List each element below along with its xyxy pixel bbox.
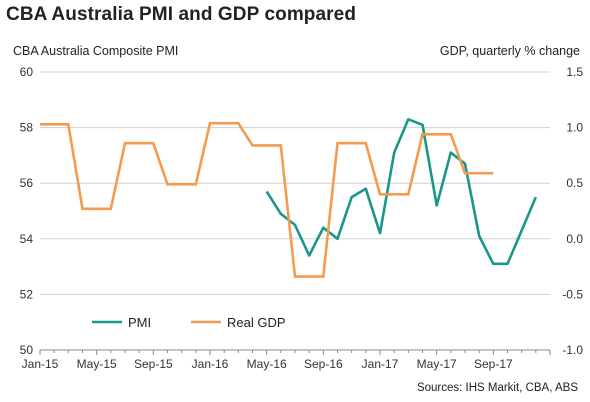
x-tick-label: May-15 — [77, 357, 117, 371]
right-tick-label: -0.5 — [562, 287, 583, 301]
x-axis-ticks: Jan-15 May-15 Sep-15 Jan-16 May-16 Sep-16 Jan-… — [22, 357, 513, 371]
pmi-series-line — [265, 118, 537, 266]
right-tick-label: 1.0 — [566, 121, 583, 135]
left-tick-label: 50 — [20, 343, 34, 357]
x-tick-label: Jan-17 — [362, 357, 399, 371]
x-tick-label: Sep-15 — [134, 357, 173, 371]
axes — [39, 349, 551, 355]
right-tick-label: 1.5 — [566, 65, 583, 79]
x-tick-label: Jan-16 — [192, 357, 229, 371]
x-tick-label: Sep-17 — [474, 357, 513, 371]
x-tick-label: Jan-15 — [22, 357, 59, 371]
series — [40, 118, 537, 278]
x-tick-label: May-16 — [247, 357, 287, 371]
left-tick-label: 54 — [20, 232, 34, 246]
x-tick-label: Sep-16 — [304, 357, 343, 371]
left-tick-label: 52 — [20, 287, 34, 301]
legend-label: PMI — [128, 315, 151, 330]
right-axis-label: GDP, quarterly % change — [439, 44, 580, 58]
chart-title: CBA Australia PMI and GDP compared — [6, 4, 357, 25]
right-tick-label: -1.0 — [562, 343, 583, 357]
source-note: Sources: IHS Markit, CBA, ABS — [416, 382, 578, 394]
gdp-series-line — [40, 121, 494, 278]
gridlines — [40, 71, 550, 295]
right-tick-label: 0.5 — [566, 176, 583, 190]
left-tick-label: 60 — [20, 65, 34, 79]
left-tick-label: 58 — [20, 121, 34, 135]
legend: PMI Real GDP — [92, 315, 286, 330]
left-axis-ticks: 50 52 54 56 58 60 — [20, 65, 34, 357]
x-tick-label: May-17 — [417, 357, 457, 371]
left-axis-label: CBA Australia Composite PMI — [13, 44, 179, 58]
left-tick-label: 56 — [20, 176, 34, 190]
legend-label: Real GDP — [227, 315, 286, 330]
right-axis-ticks: -1.0 -0.5 0.0 0.5 1.0 1.5 — [562, 65, 583, 357]
right-tick-label: 0.0 — [566, 232, 583, 246]
